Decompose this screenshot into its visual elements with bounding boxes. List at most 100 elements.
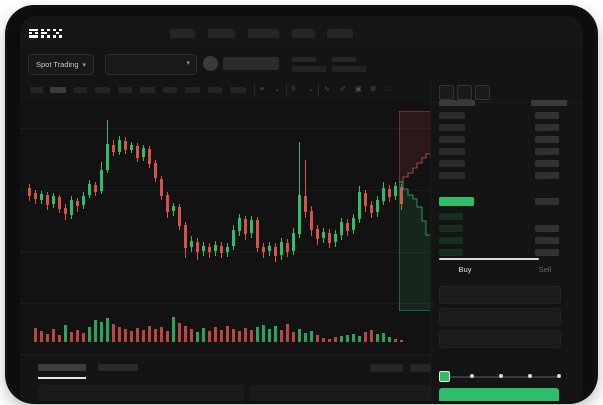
candle-57 xyxy=(370,100,373,354)
candle-body xyxy=(112,145,115,152)
orderbook-bid-price-0[interactable] xyxy=(439,213,463,220)
orderbook-ask-price-3[interactable] xyxy=(439,148,465,155)
orderbook-bids-icon[interactable] xyxy=(457,85,472,100)
indicators-icon[interactable]: ≡ xyxy=(260,86,265,93)
volume-bar-31 xyxy=(220,330,223,342)
chevron-down-icon: ▾ xyxy=(186,60,190,67)
candle-body xyxy=(304,196,307,212)
volume-bar-19 xyxy=(148,326,151,342)
market-stat-0 xyxy=(292,57,326,72)
timeframe-0[interactable] xyxy=(30,87,43,93)
orderbook-ask-price-1[interactable] xyxy=(439,124,465,131)
slider-step-50[interactable] xyxy=(499,373,503,378)
candle-body xyxy=(58,197,61,209)
okx-logo[interactable] xyxy=(29,27,71,40)
volume-bar-3 xyxy=(52,329,55,342)
orders-card-1 xyxy=(250,385,446,401)
slider-step-25[interactable] xyxy=(470,373,474,378)
volume-bar-37 xyxy=(256,327,259,342)
tab-sell[interactable]: Sell xyxy=(538,265,552,274)
timeframe-4[interactable] xyxy=(118,87,132,93)
camera-icon[interactable]: ▣ xyxy=(355,86,362,93)
candle-body xyxy=(226,247,229,252)
chevron-down-icon[interactable]: ⌄ xyxy=(308,86,314,93)
chart-type-icon[interactable]: ‖ xyxy=(292,86,295,93)
price-chart[interactable] xyxy=(20,100,430,354)
volume-bar-27 xyxy=(196,332,199,342)
orders-tab-1[interactable] xyxy=(98,364,138,371)
orderbook-ask-price-0[interactable] xyxy=(439,112,465,119)
timeframe-6[interactable] xyxy=(163,87,177,93)
timeframe-5[interactable] xyxy=(140,87,155,93)
orderbook-ask-amount-4 xyxy=(535,160,559,167)
candle-body xyxy=(340,222,343,235)
volume-bar-16 xyxy=(130,331,133,342)
timeframe-7[interactable] xyxy=(185,87,200,93)
orderbook-ask-price-2[interactable] xyxy=(439,136,465,143)
market-type-selector[interactable]: Spot Trading ▾ xyxy=(28,54,95,75)
settings-gear-icon[interactable]: ⚙ xyxy=(370,86,377,93)
candle-body xyxy=(118,140,121,152)
candle-body xyxy=(64,208,67,214)
timeframe-9[interactable] xyxy=(230,87,246,93)
orderbook-ask-amount-1 xyxy=(535,124,559,131)
candle-body xyxy=(154,163,157,178)
orderbook-bid-price-1[interactable] xyxy=(439,225,463,232)
amount-slider-knob[interactable] xyxy=(439,371,450,382)
volume-bar-45 xyxy=(304,333,307,342)
line-chart-icon[interactable]: ∿ xyxy=(324,86,330,93)
candle-33 xyxy=(226,100,229,354)
amount-field[interactable] xyxy=(439,308,561,326)
orderbook-bid-price-3[interactable] xyxy=(439,249,463,256)
volume-bar-54 xyxy=(358,336,361,342)
orderbook-asks-icon[interactable] xyxy=(475,85,490,100)
orders-panel xyxy=(20,354,446,401)
slider-step-75[interactable] xyxy=(528,373,532,378)
orders-action-0[interactable] xyxy=(370,364,403,372)
candle-9 xyxy=(82,100,85,354)
candle-body xyxy=(34,193,37,199)
volume-bar-34 xyxy=(238,331,241,342)
timeframe-2[interactable] xyxy=(74,87,87,93)
candle-61 xyxy=(394,100,397,354)
timeframe-1[interactable] xyxy=(50,87,66,93)
submit-order-button[interactable] xyxy=(439,388,559,401)
candle-body xyxy=(262,247,265,252)
price-field[interactable] xyxy=(439,286,561,304)
orderbook-both-icon[interactable] xyxy=(439,85,454,100)
tab-buy[interactable]: Buy xyxy=(458,265,472,274)
orderbook-ask-price-5[interactable] xyxy=(439,172,465,179)
nav-item-1[interactable] xyxy=(170,29,195,38)
orders-tab-0[interactable] xyxy=(38,364,86,371)
orderbook-ask-price-4[interactable] xyxy=(439,160,465,167)
chevron-down-icon[interactable]: ⌄ xyxy=(274,86,280,93)
nav-item-3[interactable] xyxy=(248,29,279,38)
nav-item-2[interactable] xyxy=(208,29,235,38)
orders-card-0 xyxy=(38,385,244,401)
volume-bar-15 xyxy=(124,329,127,342)
candle-32 xyxy=(220,100,223,354)
candle-body xyxy=(196,242,199,252)
orders-action-1[interactable] xyxy=(410,364,443,372)
orderbook-last-price[interactable] xyxy=(439,197,474,206)
timeframe-8[interactable] xyxy=(208,87,222,93)
total-field[interactable] xyxy=(439,330,561,348)
candle-body xyxy=(28,188,31,196)
fullscreen-icon[interactable]: ⛶ xyxy=(385,86,390,93)
drawing-pencil-icon[interactable]: ✐ xyxy=(340,86,346,93)
candle-body xyxy=(100,170,103,191)
orderbook-last-amount xyxy=(535,198,559,205)
candle-body xyxy=(124,141,127,150)
slider-step-100[interactable] xyxy=(557,373,561,378)
nav-item-5[interactable] xyxy=(327,29,353,38)
volume-bar-6 xyxy=(70,332,73,342)
candle-4 xyxy=(52,100,55,354)
candle-10 xyxy=(88,100,91,354)
timeframe-3[interactable] xyxy=(95,87,110,93)
candle-15 xyxy=(118,100,121,354)
candle-31 xyxy=(214,100,217,354)
pair-selector[interactable]: ▾ xyxy=(105,54,197,75)
orderbook-bid-price-2[interactable] xyxy=(439,237,463,244)
volume-bar-23 xyxy=(172,317,175,342)
nav-item-4[interactable] xyxy=(292,29,315,38)
